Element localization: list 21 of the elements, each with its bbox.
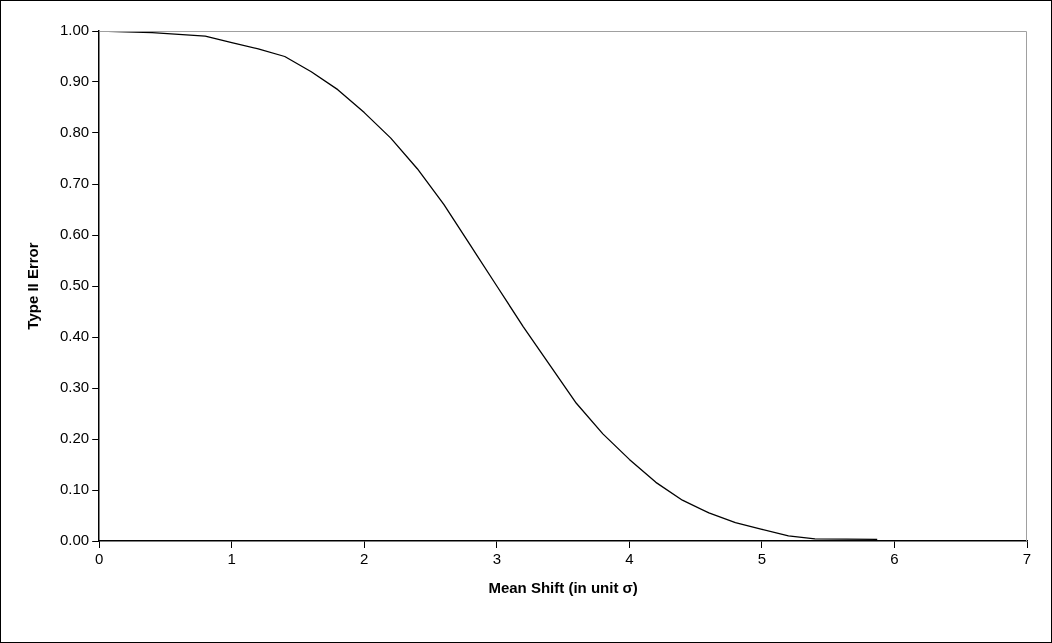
x-tick-label: 5 (757, 550, 767, 568)
y-tick-label: 0.60 (59, 225, 90, 243)
x-tick-label: 2 (360, 550, 369, 568)
y-tick-label: 0.20 (59, 429, 90, 447)
y-tick-label: 0.40 (59, 327, 90, 345)
x-tick-label: 3 (492, 550, 501, 568)
x-tick-label: 0 (95, 550, 104, 568)
x-tick-label: 4 (625, 550, 634, 568)
y-tick-label: 0.50 (59, 276, 90, 294)
y-axis-title: Type II Error (24, 242, 42, 330)
y-tick-label: 0.10 (59, 480, 90, 498)
x-tick-label: 1 (227, 550, 236, 568)
y-tick-label: 0.80 (59, 123, 90, 141)
x-tick-label: 7 (1022, 550, 1032, 568)
y-tick-label: 1.00 (59, 21, 90, 39)
y-tick-label: 0.00 (59, 531, 90, 549)
x-tick-label: 6 (890, 550, 899, 568)
x-axis-title: Mean Shift (in unit σ) (488, 579, 638, 597)
y-tick-label: 0.70 (59, 174, 90, 192)
y-tick-label: 0.30 (59, 378, 90, 396)
y-tick-label: 0.90 (59, 72, 90, 90)
